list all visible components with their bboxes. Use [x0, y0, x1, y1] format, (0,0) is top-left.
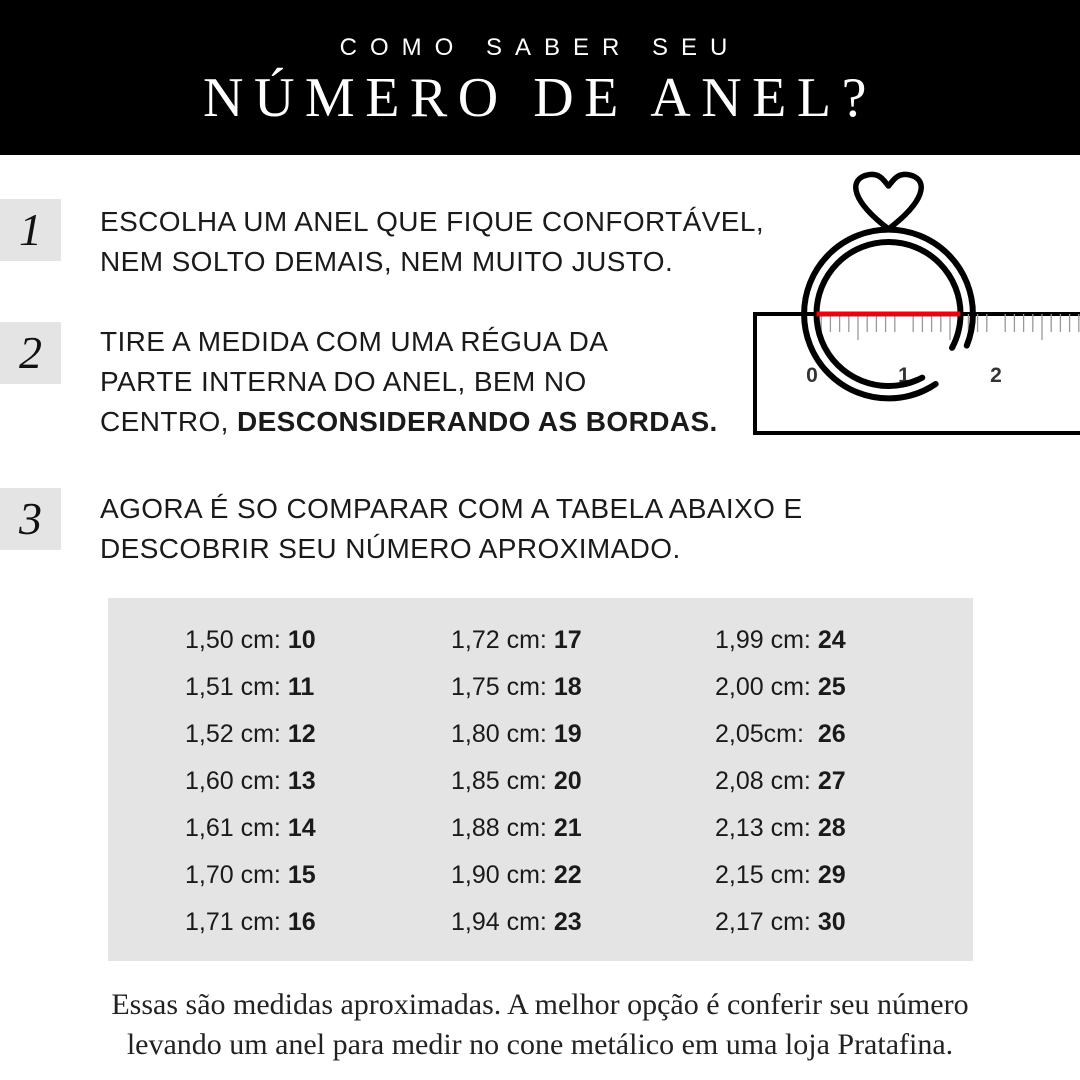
svg-text:2: 2 — [990, 364, 1002, 387]
